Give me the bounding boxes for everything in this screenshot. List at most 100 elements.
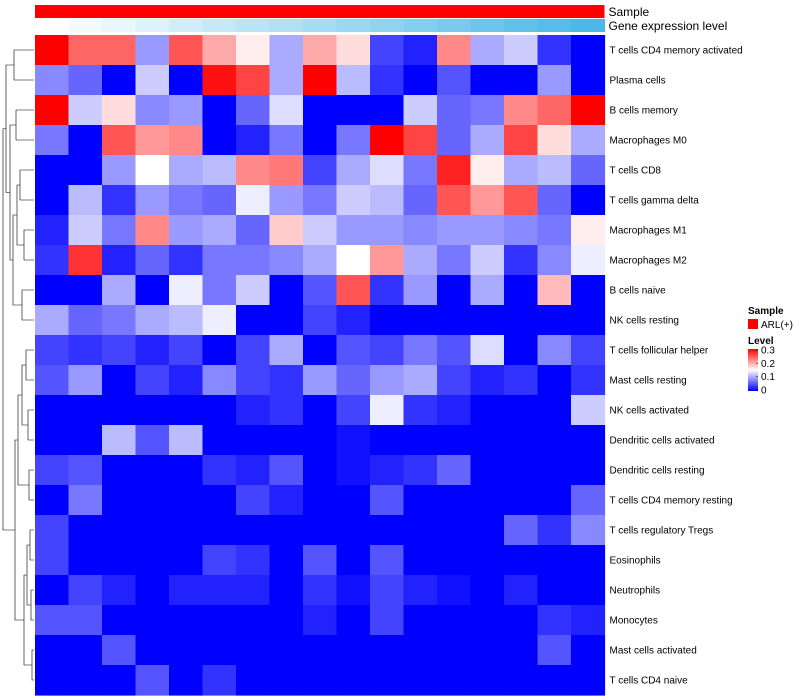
dendrogram-branch xyxy=(12,214,22,306)
heatmap-cell xyxy=(336,515,371,546)
heatmap-cell xyxy=(403,605,438,636)
heatmap-cell xyxy=(169,425,204,456)
heatmap-cell xyxy=(470,35,505,66)
heatmap-cell xyxy=(571,185,606,216)
heatmap-cell xyxy=(202,125,237,156)
heatmap-cell xyxy=(135,455,170,486)
heatmap-cell xyxy=(336,485,371,516)
heatmap-cell xyxy=(102,155,137,186)
heatmap-cell xyxy=(202,395,237,426)
heatmap-cell xyxy=(68,125,103,156)
heatmap-cell xyxy=(571,485,606,516)
heatmap-cell xyxy=(102,545,137,576)
heatmap-cell xyxy=(202,365,237,396)
heatmap-cell xyxy=(437,575,472,606)
heatmap-cell xyxy=(403,215,438,246)
heatmap-cell xyxy=(269,515,304,546)
heatmap-cell xyxy=(437,605,472,636)
heatmap-cell xyxy=(236,95,271,126)
heatmap-cell xyxy=(102,605,137,636)
row-label: Mast cells activated xyxy=(610,646,697,657)
heatmap-cell xyxy=(303,185,338,216)
heatmap-cell xyxy=(504,635,539,666)
heatmap-cell xyxy=(370,455,405,486)
heatmap-cell xyxy=(504,335,539,366)
heatmap-cell xyxy=(102,395,137,426)
heatmap-cell xyxy=(537,515,572,546)
heatmap-cell xyxy=(571,365,606,396)
heatmap-cell xyxy=(236,545,271,576)
heatmap-cell xyxy=(537,485,572,516)
heatmap-cell xyxy=(202,635,237,666)
heatmap-cell xyxy=(68,305,103,336)
heatmap-cell xyxy=(236,365,271,396)
heatmap-cell xyxy=(504,245,539,276)
legend: Sample ARL(+) Level 0.3 0.2 0.1 0 xyxy=(748,306,793,397)
heatmap-cell xyxy=(370,215,405,246)
heatmap-cell xyxy=(470,155,505,186)
row-label: B cells naive xyxy=(610,286,667,297)
heatmap-cell xyxy=(236,155,271,186)
heatmap-cell xyxy=(68,215,103,246)
heatmap-cell xyxy=(202,335,237,366)
heatmap-cell xyxy=(35,635,70,666)
heatmap-cell xyxy=(370,245,405,276)
heatmap-cell xyxy=(470,125,505,156)
heatmap-cell xyxy=(135,125,170,156)
heatmap-cell xyxy=(269,575,304,606)
heatmap-cell xyxy=(437,275,472,306)
heatmap-cell xyxy=(35,425,70,456)
heatmap-cell xyxy=(537,245,572,276)
heatmap-cell xyxy=(169,125,204,156)
heatmap-cell xyxy=(571,95,606,126)
gene-expression-annotation-cell xyxy=(35,19,70,32)
heatmap-cell xyxy=(169,35,204,66)
heatmap-cell xyxy=(269,485,304,516)
heatmap-cell xyxy=(504,305,539,336)
heatmap-cell xyxy=(437,455,472,486)
heatmap-cell xyxy=(68,185,103,216)
heatmap-cell xyxy=(403,635,438,666)
heatmap-cell xyxy=(269,275,304,306)
heatmap-cell xyxy=(370,185,405,216)
heatmap-cell xyxy=(504,95,539,126)
heatmap-cell xyxy=(470,395,505,426)
heatmap-cell xyxy=(303,365,338,396)
heatmap-cell xyxy=(336,365,371,396)
row-label: Mast cells resting xyxy=(610,376,687,387)
heatmap-cell xyxy=(571,605,606,636)
heatmap-cell xyxy=(68,455,103,486)
heatmap-cell xyxy=(269,305,304,336)
heatmap-cell xyxy=(236,335,271,366)
heatmap-cell xyxy=(303,425,338,456)
dendrogram-branch xyxy=(16,184,24,246)
heatmap-cell xyxy=(202,95,237,126)
heatmap-cell xyxy=(102,305,137,336)
row-label: B cells memory xyxy=(610,106,678,117)
heatmap-cell xyxy=(403,35,438,66)
heatmap-cell xyxy=(303,635,338,666)
gene-expression-annotation-cell xyxy=(571,19,606,32)
heatmap-cell xyxy=(102,185,137,216)
heatmap-cell xyxy=(68,155,103,186)
heatmap-cell xyxy=(269,245,304,276)
heatmap-cell xyxy=(437,215,472,246)
row-label: Plasma cells xyxy=(610,76,666,87)
heatmap-cell xyxy=(370,65,405,96)
heatmap-cell xyxy=(370,485,405,516)
heatmap-cell xyxy=(169,335,204,366)
heatmap-cell xyxy=(202,485,237,516)
heatmap-cell xyxy=(269,215,304,246)
heatmap-cell xyxy=(236,665,271,696)
heatmap-cell xyxy=(370,665,405,696)
heatmap-cell xyxy=(303,215,338,246)
heatmap-cell xyxy=(35,185,70,216)
heatmap-cell xyxy=(504,485,539,516)
heatmap-cell xyxy=(403,455,438,486)
heatmap-cell xyxy=(269,365,304,396)
heatmap-cell xyxy=(537,65,572,96)
heatmap-cell xyxy=(504,125,539,156)
dendrogram-branch xyxy=(27,409,34,441)
dendrogram-branch xyxy=(13,49,34,81)
dendrogram-branch xyxy=(25,349,34,381)
